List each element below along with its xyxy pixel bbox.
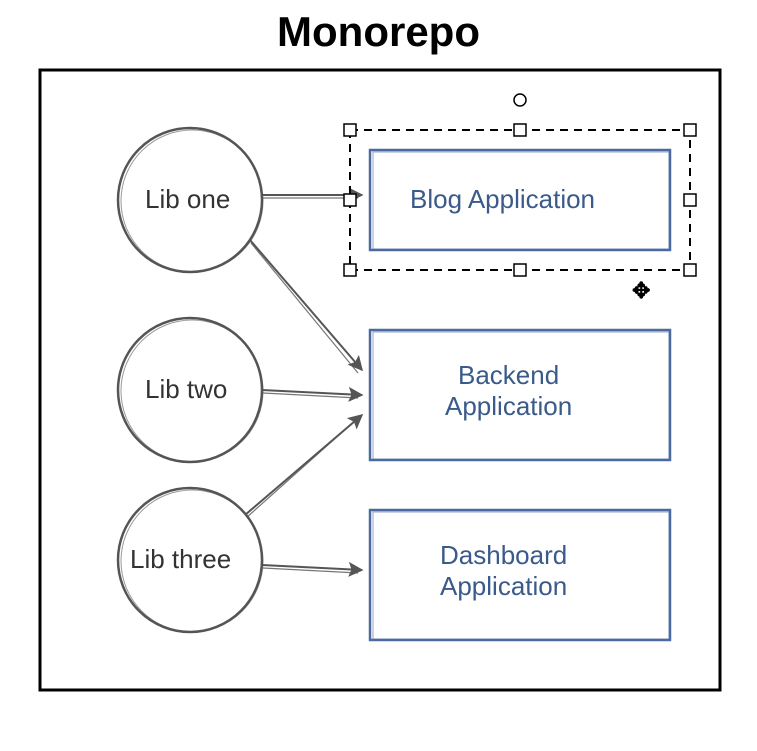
backend-app-label: Backend Application xyxy=(445,360,572,422)
lib-two-label: Lib two xyxy=(145,374,227,405)
diagram-canvas xyxy=(0,0,757,751)
lib-one-label: Lib one xyxy=(145,184,230,215)
move-cursor-icon: ✥ xyxy=(632,278,650,304)
lib-three-label: Lib three xyxy=(130,544,231,575)
dashboard-app-label: Dashboard Application xyxy=(440,540,567,602)
blog-app-label: Blog Application xyxy=(410,184,595,215)
